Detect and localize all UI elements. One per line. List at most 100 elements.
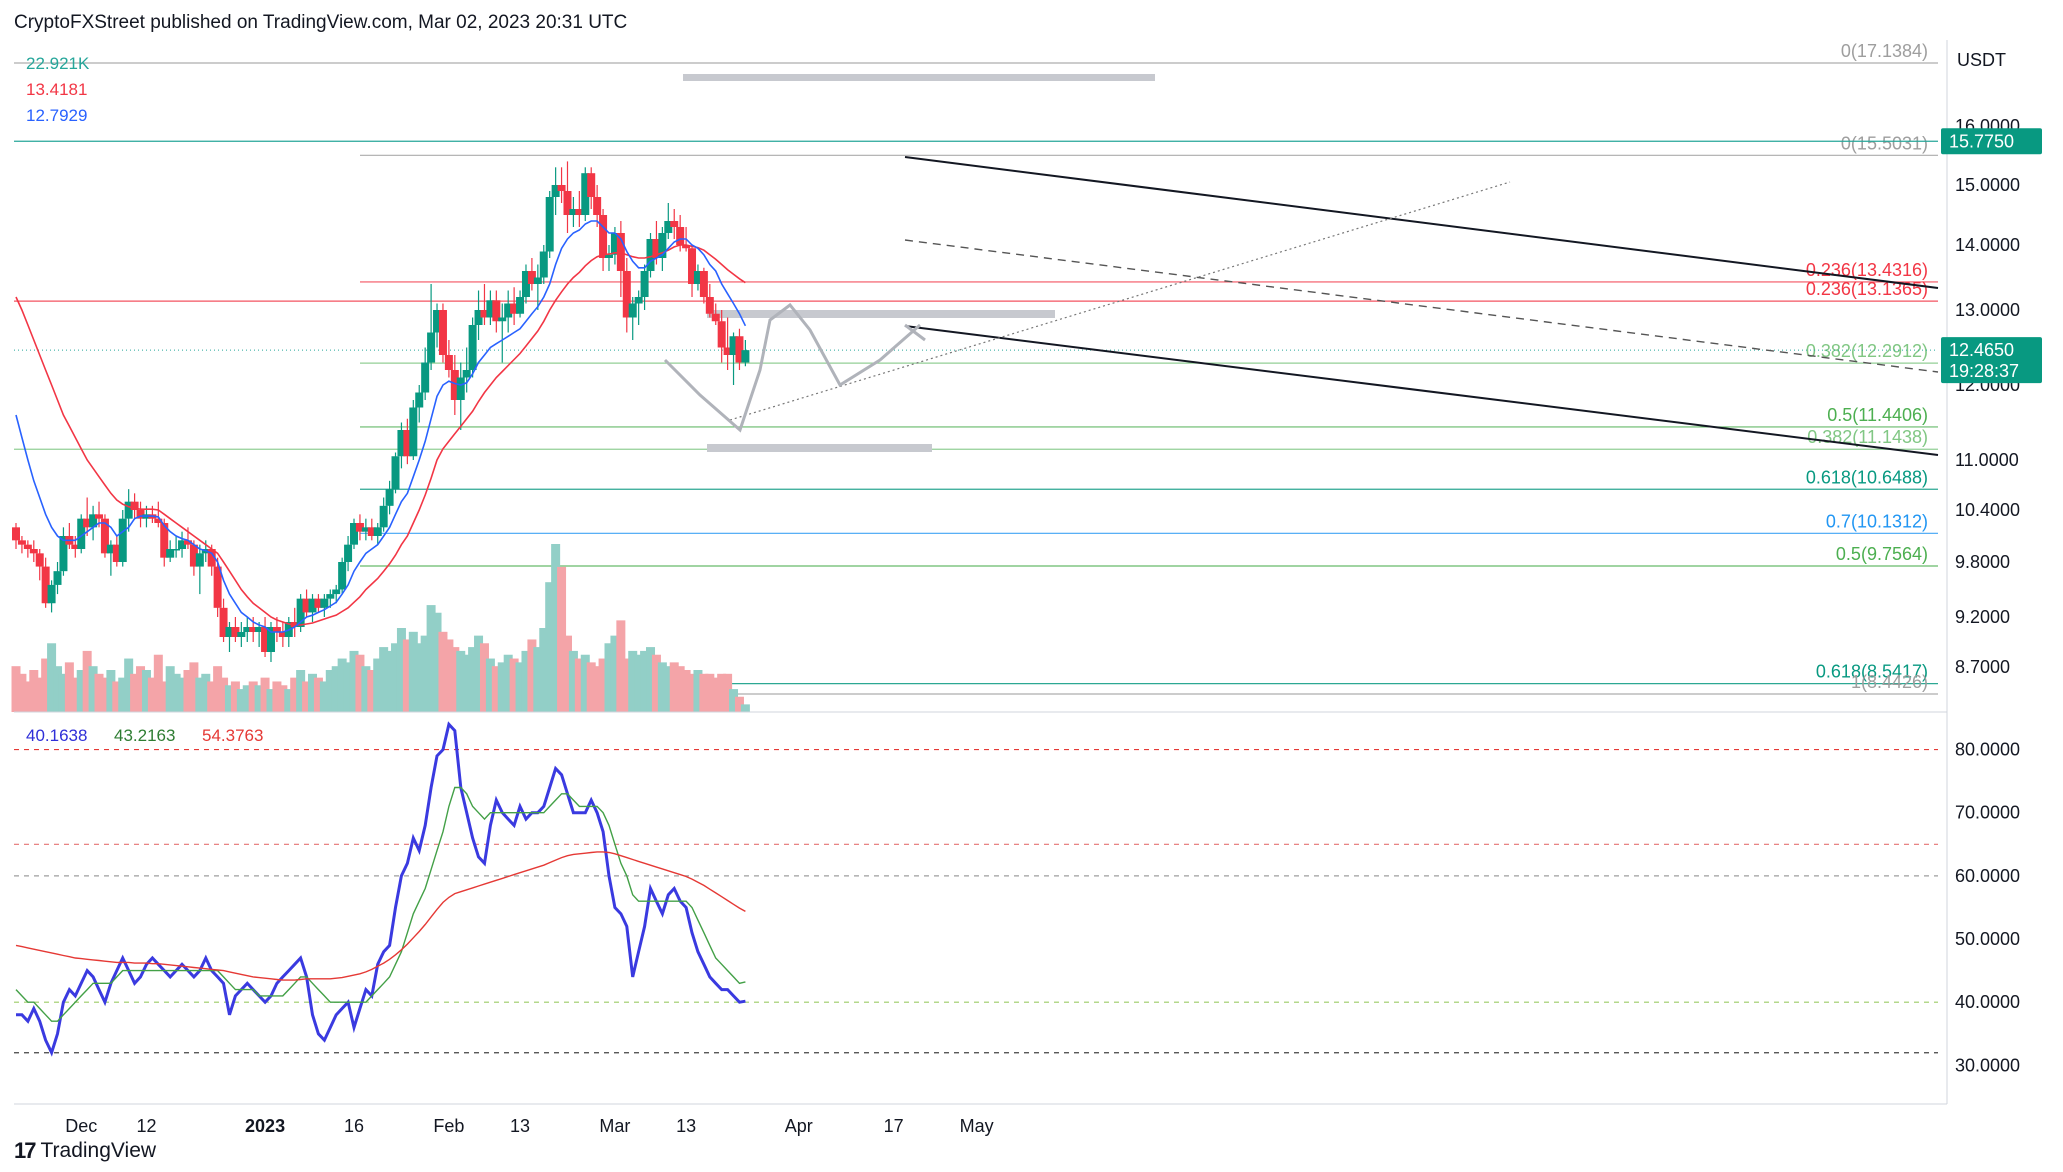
candle-body [296, 598, 305, 627]
volume-bar [130, 673, 140, 712]
volume-bar [373, 658, 383, 712]
volume-bar [319, 681, 329, 712]
volume-bar [622, 658, 632, 712]
volume-bar [444, 639, 454, 712]
price-tick-label: 14.0000 [1955, 235, 2020, 255]
volume-bar [343, 662, 353, 712]
volume-bar [290, 677, 300, 712]
candle-body [723, 347, 732, 355]
candle-body [47, 584, 56, 604]
fib-level-label: 0.382(12.2912) [1806, 341, 1928, 361]
candle-body [456, 377, 465, 400]
volume-bar [509, 658, 519, 712]
fib-level-label: 0.382(11.1438) [1807, 427, 1928, 447]
candle-body [433, 310, 442, 333]
candlesticks [12, 161, 750, 662]
candle-body [154, 518, 163, 523]
volume-bar [325, 670, 335, 712]
volume-bar [604, 643, 614, 712]
volume-bar [302, 681, 312, 712]
volume-bar [717, 673, 727, 712]
volume-bar [349, 650, 359, 712]
candle-body [415, 392, 424, 408]
volume-bar [651, 654, 661, 712]
volume-bar [414, 643, 424, 712]
candle-body [403, 430, 412, 457]
legend-value: 12.7929 [26, 106, 88, 125]
volume-bar [391, 643, 401, 712]
volume-bars [11, 544, 750, 712]
volume-bar [230, 681, 240, 712]
zone-bottom [707, 444, 932, 452]
candle-body [272, 627, 281, 632]
candle-body [207, 549, 216, 567]
volume-bar [58, 673, 68, 712]
candle-body [474, 310, 483, 325]
volume-bar [385, 650, 395, 712]
candle-body [409, 407, 418, 457]
candle-body [320, 598, 329, 608]
candle-body [379, 505, 388, 528]
candle-body [545, 197, 554, 252]
candle-body [219, 607, 228, 637]
candle-body [332, 589, 341, 595]
volume-bar [254, 685, 264, 712]
time-tick-label: Dec [65, 1116, 97, 1136]
volume-bar [402, 639, 412, 712]
volume-bar [136, 666, 146, 712]
volume-bar [94, 673, 104, 712]
candle-body [599, 215, 608, 258]
volume-bar [640, 650, 650, 712]
candle-body [581, 173, 590, 215]
rsi-series-line [15, 851, 746, 981]
candle-body [178, 540, 187, 549]
rsi-tick-label: 30.0000 [1955, 1055, 2020, 1075]
volume-bar [159, 681, 169, 712]
candle-body [676, 227, 685, 245]
fib-level-label: 0.236(13.1365) [1806, 279, 1928, 299]
time-tick-label: Mar [599, 1116, 630, 1136]
candle-body [12, 527, 20, 541]
time-tick-label: May [960, 1116, 994, 1136]
rsi-tick-label: 60.0000 [1955, 866, 2020, 886]
candle-body [634, 297, 643, 304]
publisher-caption: CryptoFXStreet published on TradingView.… [14, 12, 628, 33]
volume-bar [361, 666, 371, 712]
candle-body [527, 271, 536, 284]
candle-body [640, 271, 649, 297]
volume-bar [308, 673, 317, 712]
volume-bar [545, 582, 555, 712]
volume-bar [165, 666, 175, 712]
trend-dotted-line [729, 181, 1511, 421]
volume-bar [147, 677, 157, 712]
volume-bar [420, 635, 430, 712]
candle-body [106, 544, 115, 554]
volume-bar [313, 677, 323, 712]
volume-bar [705, 673, 715, 712]
volume-bar [11, 666, 21, 712]
volume-bar [616, 620, 626, 712]
volume-bar [485, 658, 495, 712]
fib-level-label: 0.5(9.7564) [1836, 544, 1928, 564]
volume-bar [646, 647, 656, 712]
fib-level-label: 1(8.4426) [1851, 672, 1928, 692]
candle-body [367, 527, 376, 536]
candle-body [510, 303, 519, 314]
candle-body [605, 254, 613, 258]
tradingview-logo[interactable]: 17 TradingView [14, 1138, 156, 1164]
legend-value: 54.3763 [202, 726, 264, 745]
volume-bar [242, 685, 252, 712]
candle-body [385, 489, 394, 506]
candle-body [17, 540, 26, 545]
volume-bar [663, 666, 673, 712]
volume-bar [539, 628, 549, 712]
projection-arrow-head [904, 323, 926, 342]
volume-bar [260, 677, 270, 712]
time-tick-label: Feb [433, 1116, 464, 1136]
candle-body [166, 549, 175, 558]
candle-body [741, 350, 750, 363]
volume-bar [124, 658, 134, 712]
candle-body [521, 271, 530, 297]
time-tick-label: 13 [510, 1116, 530, 1136]
